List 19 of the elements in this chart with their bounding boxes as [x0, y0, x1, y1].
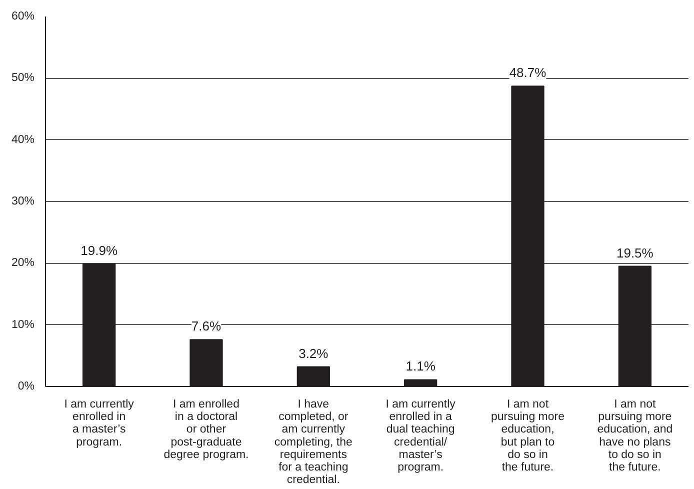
data-label: 19.5% — [616, 245, 654, 260]
y-tick-label: 30% — [11, 196, 35, 208]
data-label: 48.7% — [509, 65, 547, 80]
data-label: 3.2% — [298, 346, 329, 361]
x-tick-label: I am currently enrolled in a master’s program. — [64, 398, 134, 448]
y-tick-label: 10% — [11, 318, 35, 331]
y-tick-label: 60% — [11, 10, 35, 22]
data-label: 1.1% — [406, 358, 436, 374]
y-tick-label: 0% — [18, 380, 35, 392]
y-tick-label: 40% — [11, 134, 35, 146]
x-tick-label: I am enrolled in a doctoral or other post-graduate degree program. — [164, 398, 249, 461]
x-tick-label: I am currently enrolled in a dual teaching credential/ master’s program. — [386, 398, 456, 474]
x-tick-label: I have completed, or am currently completing, the requirements for a teaching credential. — [274, 398, 352, 486]
data-label: 7.6% — [191, 318, 222, 334]
x-tick-label: I am not pursuing more education, and have no plans to do so in the future. — [597, 398, 673, 474]
data-label: 19.9% — [80, 242, 118, 258]
x-tick-label: I am not pursuing more education, but plan to do so in the future. — [490, 398, 565, 474]
y-tick-label: 20% — [11, 257, 35, 270]
y-tick-label: 50% — [11, 72, 35, 84]
